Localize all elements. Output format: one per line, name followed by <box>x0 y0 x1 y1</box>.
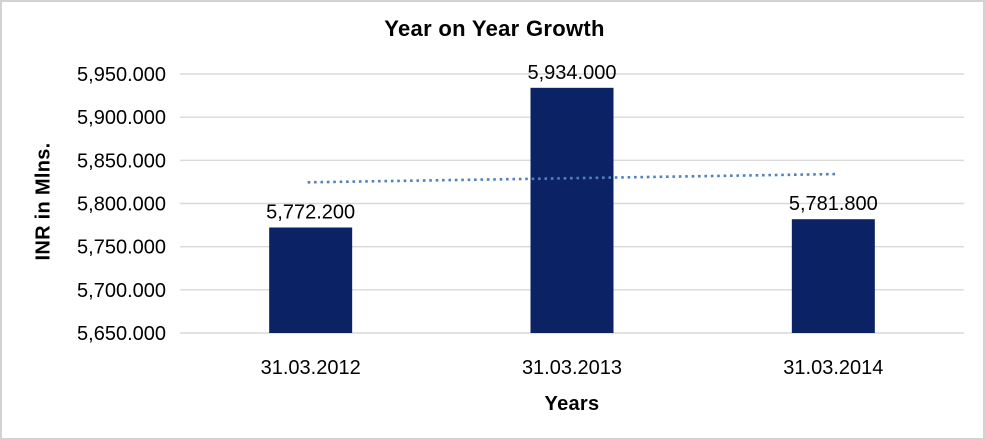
bar-data-label: 5,772.200 <box>266 202 355 224</box>
bar <box>530 87 614 334</box>
x-category-label: 31.03.2014 <box>783 357 883 379</box>
bar <box>791 219 875 333</box>
x-axis-title: Years <box>544 393 600 415</box>
x-category-label: 31.03.2012 <box>261 357 361 379</box>
trendline <box>307 172 839 184</box>
y-tick-label: 5,800.000 <box>77 194 166 216</box>
bar <box>269 227 353 333</box>
y-tick-label: 5,950.000 <box>77 64 166 86</box>
y-tick-label: 5,700.000 <box>77 280 166 302</box>
bar-data-label: 5,781.800 <box>789 193 878 215</box>
x-category-label: 31.03.2013 <box>522 357 622 379</box>
y-tick-label: 5,650.000 <box>77 323 166 345</box>
y-axis-title: INR in Mlns. <box>32 142 55 261</box>
y-tick-label: 5,900.000 <box>77 107 166 129</box>
chart-title: Year on Year Growth <box>384 16 605 41</box>
y-tick-label: 5,750.000 <box>77 237 166 259</box>
bar-data-label: 5,934.000 <box>528 62 617 84</box>
y-tick-label: 5,850.000 <box>77 150 166 172</box>
